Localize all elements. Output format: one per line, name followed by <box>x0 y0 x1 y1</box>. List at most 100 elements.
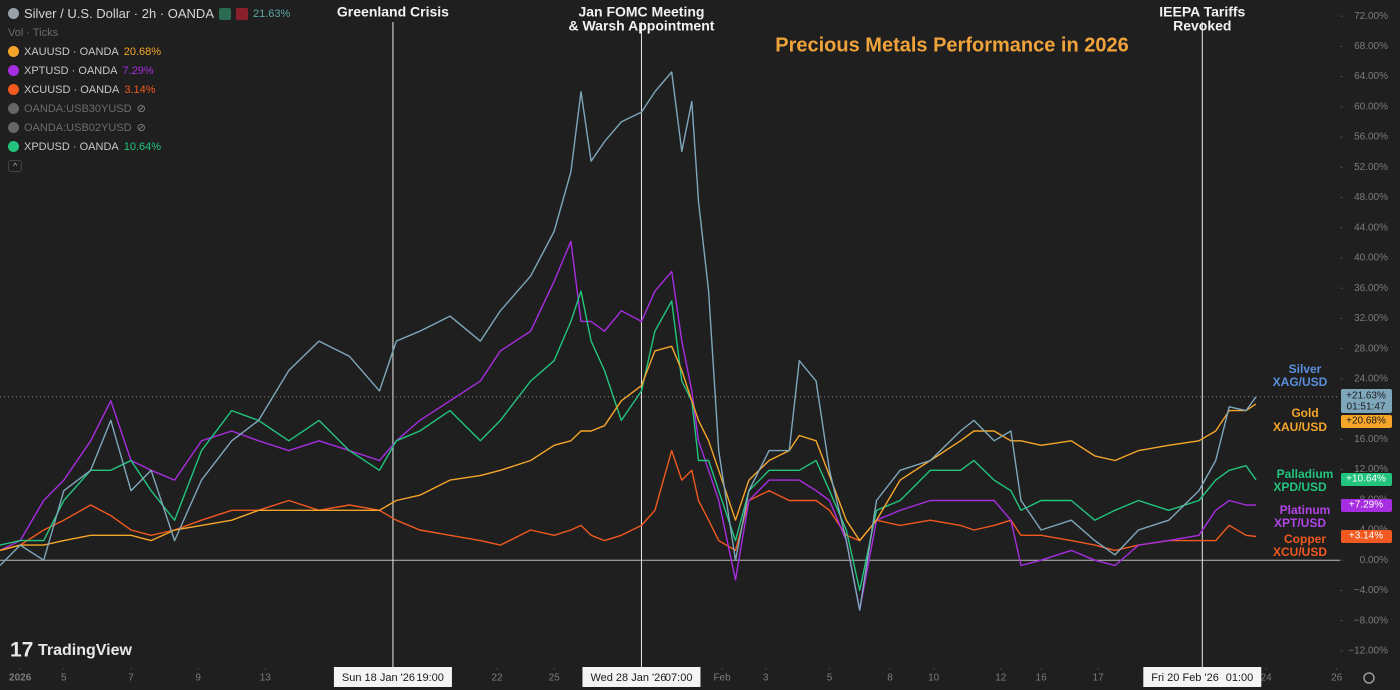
y-tick-label: 64.00% <box>1354 71 1388 82</box>
price-tag-label: +10.64% <box>1346 474 1386 485</box>
series-name: Copper <box>1284 532 1326 546</box>
countdown: 01:51:47 <box>1347 402 1386 413</box>
collapse-button[interactable]: ^ <box>8 159 23 172</box>
y-tick-label: 52.00% <box>1354 162 1388 173</box>
crosshair-label-box <box>333 667 452 687</box>
x-tick-label: 22 <box>491 673 503 684</box>
x-tick-label: 2026 <box>9 673 32 684</box>
x-tick-label: 26 <box>1331 673 1343 684</box>
price-tag-label: +7.29% <box>1349 500 1383 511</box>
legend-collapse[interactable]: ^ <box>8 156 290 175</box>
series-line <box>0 290 1257 592</box>
x-tick-label: 8 <box>887 673 893 684</box>
y-tick-label: 36.00% <box>1354 283 1388 294</box>
legend-change: 3.14% <box>124 83 156 96</box>
y-tick-label: 32.00% <box>1354 313 1388 324</box>
hidden-icon[interactable]: ⊘ <box>136 103 146 115</box>
legend-icon <box>8 65 19 76</box>
legend-change: 21.63% <box>253 7 291 20</box>
price-tag <box>1341 389 1392 413</box>
y-tick-label: 56.00% <box>1354 132 1388 143</box>
y-tick-label: 48.00% <box>1354 192 1388 203</box>
x-tick-label: 16 <box>1036 673 1048 684</box>
y-tick-label: 0.00% <box>1360 555 1388 566</box>
legend: Silver / U.S. Dollar · 2h · OANDA 21.63%… <box>8 4 290 175</box>
x-tick-label: 5 <box>827 673 833 684</box>
crosshair-time: 07:00 <box>665 672 693 684</box>
legend-item[interactable]: OANDA:USB30YUSD ⊘ <box>8 99 290 118</box>
x-tick-label: 24 <box>1261 673 1273 684</box>
series-symbol: XAU/USD <box>1273 420 1327 434</box>
legend-item[interactable]: XPTUSD · OANDA 7.29% <box>8 61 290 80</box>
y-tick-label: −8.00% <box>1354 615 1388 626</box>
x-tick-label: 25 <box>549 673 561 684</box>
legend-symbol: XPTUSD · OANDA <box>24 64 118 77</box>
event-annotation: IEEPA Tariffs <box>1159 4 1245 20</box>
series-name: Platinum <box>1280 503 1331 517</box>
event-annotation: Jan FOMC Meeting <box>578 4 704 20</box>
series-symbol: XPT/USD <box>1274 516 1326 530</box>
legend-change: 7.29% <box>122 64 154 77</box>
x-tick-label: 5 <box>61 673 67 684</box>
price-tag-label: +20.68% <box>1346 416 1386 427</box>
series-name: Gold <box>1291 406 1318 420</box>
crosshair-label-box <box>582 667 701 687</box>
chart-title: Precious Metals Performance in 2026 <box>775 34 1129 56</box>
price-tag-label: +21.63% <box>1346 391 1386 402</box>
legend-change: 10.64% <box>123 140 162 153</box>
crosshair-date: Fri 20 Feb '26 <box>1151 672 1219 684</box>
x-tick-label: 17 <box>1093 673 1105 684</box>
series-name: Silver <box>1289 362 1322 376</box>
legend-volume-text: Vol · Ticks <box>8 26 59 39</box>
legend-symbol: OANDA:USB02YUSD <box>24 121 132 134</box>
legend-item[interactable]: OANDA:USB02YUSD ⊘ <box>8 118 290 137</box>
series-symbol: XPD/USD <box>1273 480 1327 494</box>
crosshair-date: Sun 18 Jan '26 <box>342 672 415 684</box>
y-tick-label: 44.00% <box>1354 222 1388 233</box>
legend-item[interactable]: XPDUSD · OANDA 10.64% <box>8 137 290 156</box>
legend-change: 20.68% <box>123 45 162 58</box>
legend-symbol: OANDA:USB30YUSD <box>24 102 132 115</box>
brand-name: TradingView <box>38 642 133 659</box>
y-tick-label: 72.00% <box>1354 11 1388 22</box>
x-tick-label: 10 <box>928 673 940 684</box>
legend-symbol: XCUUSD · OANDA <box>24 83 120 96</box>
series-line <box>0 71 1257 611</box>
hidden-icon[interactable]: ⊘ <box>136 122 146 134</box>
y-tick-label: 24.00% <box>1354 373 1388 384</box>
settings-icon[interactable] <box>1363 672 1375 684</box>
crosshair-label-box <box>1143 667 1262 687</box>
crosshair-time: 19:00 <box>416 672 444 684</box>
y-tick-label: 68.00% <box>1354 41 1388 52</box>
legend-item[interactable]: XCUUSD · OANDA 3.14% <box>8 80 290 99</box>
y-tick-label: −12.00% <box>1348 646 1388 657</box>
series-name: Palladium <box>1277 467 1334 481</box>
legend-icon <box>8 84 19 95</box>
status-icon[interactable] <box>219 7 231 20</box>
price-tag <box>1341 530 1392 543</box>
y-tick-label: 28.00% <box>1354 343 1388 354</box>
series-line <box>0 345 1257 552</box>
series-symbol: XAG/USD <box>1273 375 1328 389</box>
x-tick-label: 7 <box>128 673 134 684</box>
legend-volume: Vol · Ticks <box>8 23 290 42</box>
price-tag-label: +3.14% <box>1349 531 1383 542</box>
legend-item[interactable]: XAUUSD · OANDA 20.68% <box>8 42 290 61</box>
price-tag <box>1341 499 1392 512</box>
event-annotation: Revoked <box>1173 18 1231 34</box>
series-symbol: XCU/USD <box>1273 545 1327 559</box>
price-tag <box>1341 473 1392 486</box>
status-icon[interactable] <box>236 7 248 20</box>
price-tag <box>1341 415 1392 428</box>
legend-icon <box>8 46 19 57</box>
legend-symbol: XAUUSD · OANDA <box>24 45 119 58</box>
legend-icon <box>8 103 19 114</box>
symbol-icon <box>8 8 19 19</box>
y-tick-label: 60.00% <box>1354 101 1388 112</box>
brand-logo: 17 <box>10 639 33 662</box>
legend-items: XAUUSD · OANDA 20.68% XPTUSD · OANDA 7.29% X… <box>8 42 290 156</box>
event-annotation: & Warsh Appointment <box>568 18 714 34</box>
legend-symbol: Silver / U.S. Dollar · 2h · OANDA <box>24 6 214 21</box>
